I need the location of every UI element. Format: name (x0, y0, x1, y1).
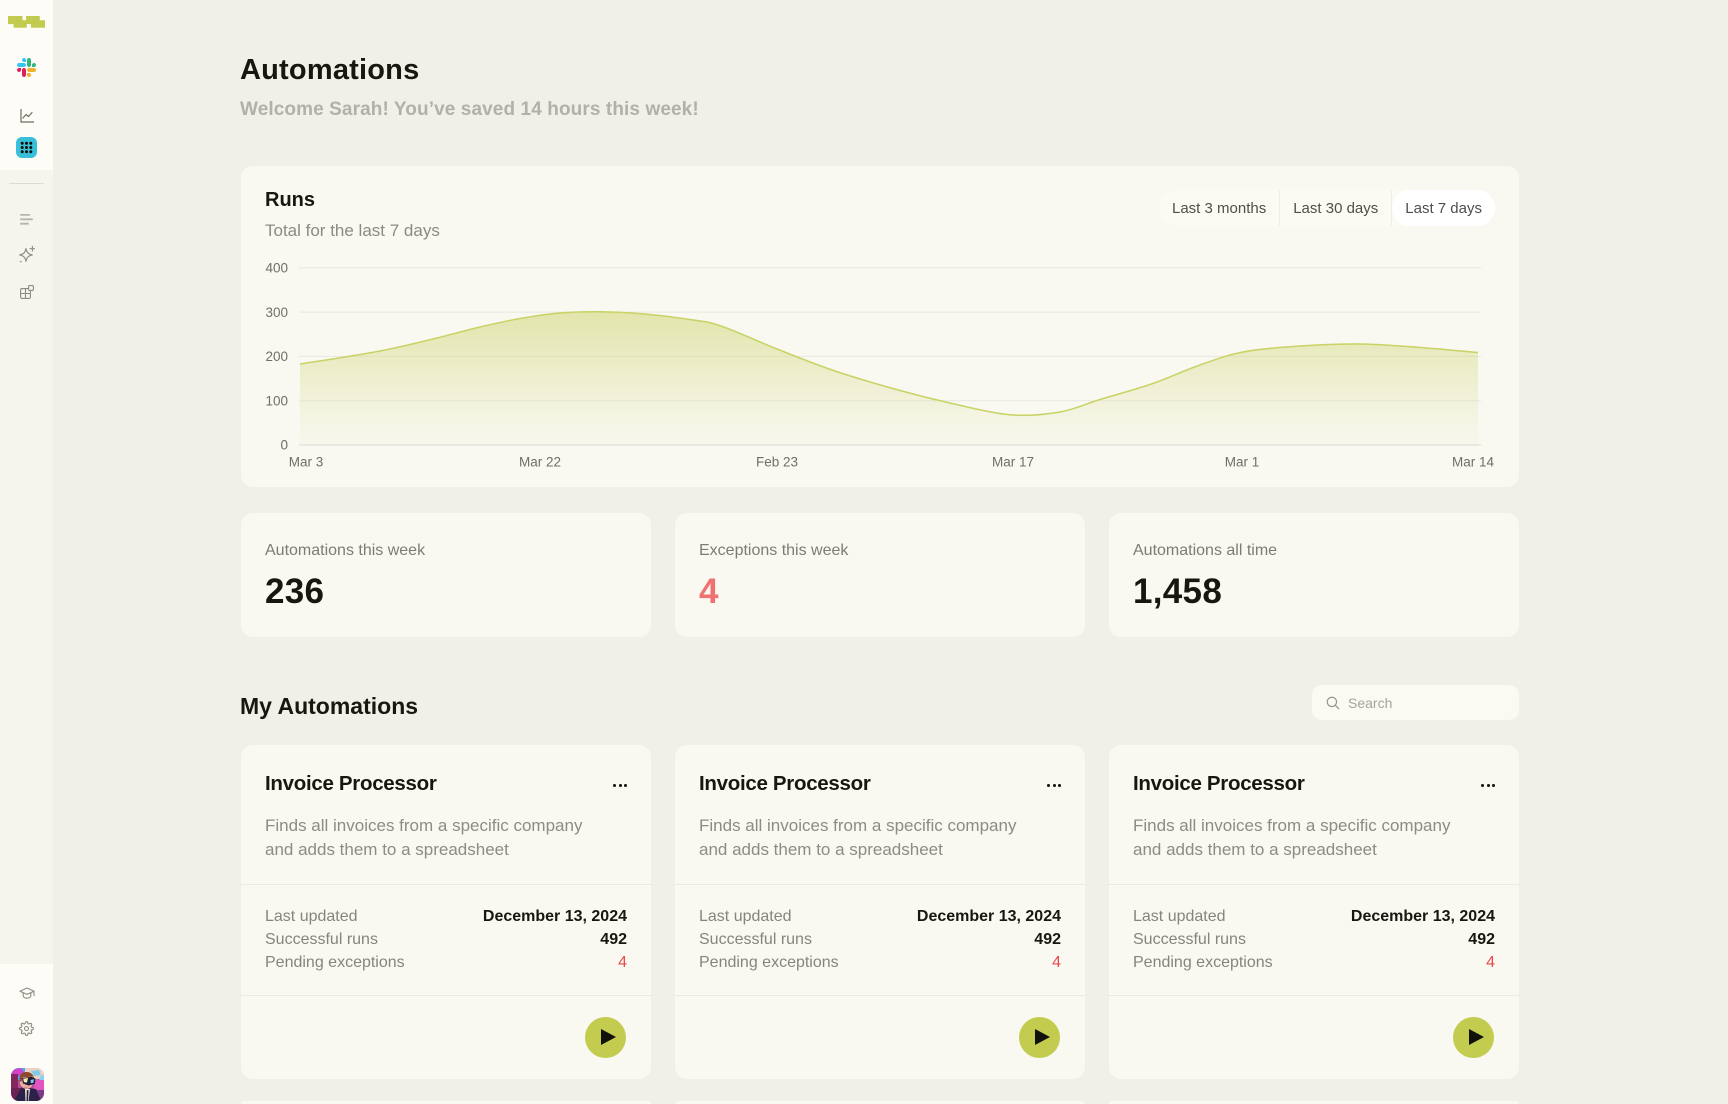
svg-text:Mar 22: Mar 22 (519, 455, 561, 470)
svg-text:Mar 3: Mar 3 (289, 455, 324, 470)
svg-text:200: 200 (265, 349, 288, 364)
svg-text:100: 100 (265, 393, 288, 408)
svg-text:Mar 1: Mar 1 (1225, 455, 1260, 470)
svg-text:Mar 17: Mar 17 (992, 455, 1034, 470)
svg-text:Mar 14: Mar 14 (1452, 455, 1495, 470)
svg-text:400: 400 (265, 261, 288, 276)
svg-text:Feb 23: Feb 23 (756, 455, 798, 470)
svg-text:300: 300 (265, 305, 288, 320)
svg-text:0: 0 (280, 438, 288, 453)
